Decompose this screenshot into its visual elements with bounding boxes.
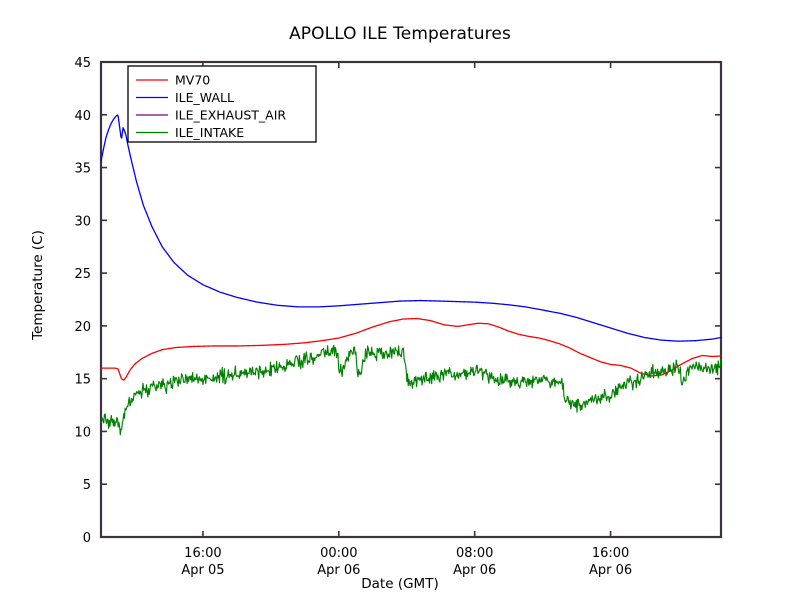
y-tick-label: 35 (74, 162, 91, 177)
x-tick-date-label: Apr 06 (589, 563, 632, 578)
x-axis-ticks: 16:00 Apr 05 00:00 Apr 06 08:00 Apr 06 16:00 Ap… (181, 62, 632, 578)
y-tick-label: 45 (74, 56, 91, 71)
x-tick-time-label: 08:00 (456, 546, 493, 561)
y-tick-label: 10 (74, 425, 91, 440)
y-tick-label: 5 (83, 478, 91, 493)
series-line-ile_intake (100, 344, 722, 436)
y-tick-label: 30 (74, 214, 91, 229)
x-tick-time-label: 16:00 (184, 546, 221, 561)
x-axis-label: Date (GMT) (361, 576, 439, 592)
chart-title: APOLLO ILE Temperatures (289, 24, 511, 44)
y-tick-label: 20 (74, 320, 91, 335)
y-tick-label: 0 (83, 531, 91, 546)
axes-frame (99, 60, 723, 539)
legend-label-ile_exhaust_air: ILE_EXHAUST_AIR (175, 108, 286, 123)
legend-label-mv70: MV70 (175, 73, 210, 88)
chart-legend: MV70 ILE_WALL ILE_EXHAUST_AIR ILE_INTAKE (127, 65, 317, 143)
y-tick-label: 25 (74, 267, 91, 282)
x-tick-date-label: Apr 06 (317, 563, 360, 578)
legend-label-ile_wall: ILE_WALL (175, 90, 234, 105)
x-tick-time-label: 16:00 (592, 546, 629, 561)
y-tick-label: 40 (74, 109, 91, 124)
y-tick-label: 15 (74, 373, 91, 388)
series-line-ile_wall (100, 114, 722, 342)
y-axis-ticks: 0 5 10 15 20 25 30 35 40 45 (74, 56, 721, 546)
legend-label-ile_intake: ILE_INTAKE (175, 125, 244, 140)
x-tick-date-label: Apr 06 (453, 563, 496, 578)
data-series-group (100, 114, 722, 436)
x-tick-date-label: Apr 05 (181, 563, 224, 578)
series-line-mv70 (100, 317, 722, 381)
x-tick-time-label: 00:00 (320, 546, 357, 561)
